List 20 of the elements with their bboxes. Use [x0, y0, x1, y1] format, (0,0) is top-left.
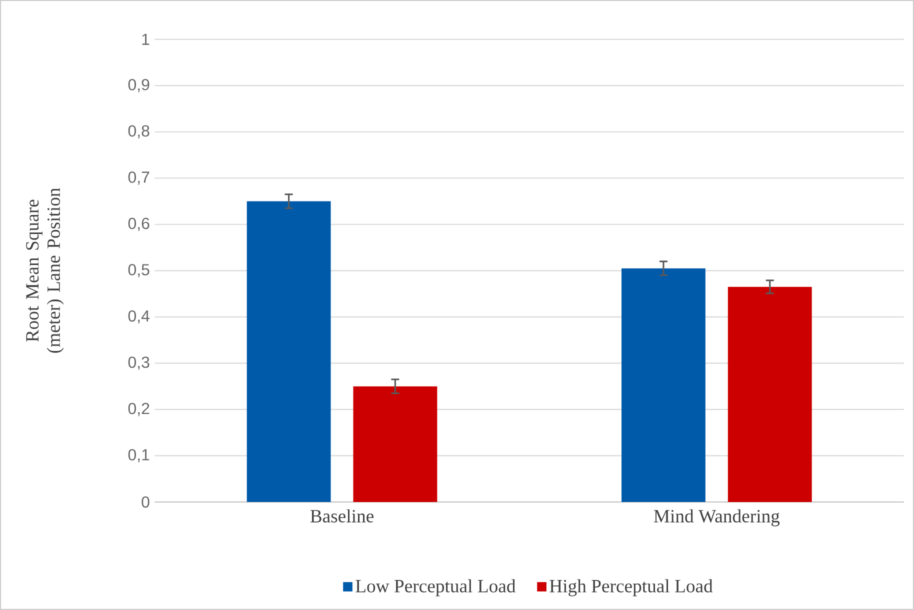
legend-label: High Perceptual Load	[550, 579, 713, 596]
y-tick-label: 0,3	[128, 356, 150, 370]
y-tick-label: 0	[142, 496, 150, 508]
bar	[728, 286, 812, 502]
y-tick-label: 0,4	[128, 310, 150, 324]
bar	[622, 268, 706, 502]
y-tick-label: 0,7	[128, 172, 150, 185]
y-axis-title: Root Mean Square (meter) Lane Position	[26, 188, 64, 353]
bar	[246, 201, 331, 502]
y-tick-label: 0,8	[128, 125, 150, 138]
legend-label: Low Perceptual Load	[356, 579, 516, 596]
y-tick-label: 0,1	[128, 449, 150, 462]
y-tick-label: 0,2	[128, 402, 150, 416]
bar	[353, 386, 438, 502]
y-tick-label: 0,9	[128, 78, 150, 92]
x-tick-label: Baseline	[310, 509, 374, 523]
y-tick-label: 0,6	[128, 218, 150, 231]
x-tick-label: Mind Wandering	[654, 509, 780, 526]
y-tick-label: 1	[142, 34, 150, 45]
y-tick-label: 0,5	[128, 264, 150, 278]
